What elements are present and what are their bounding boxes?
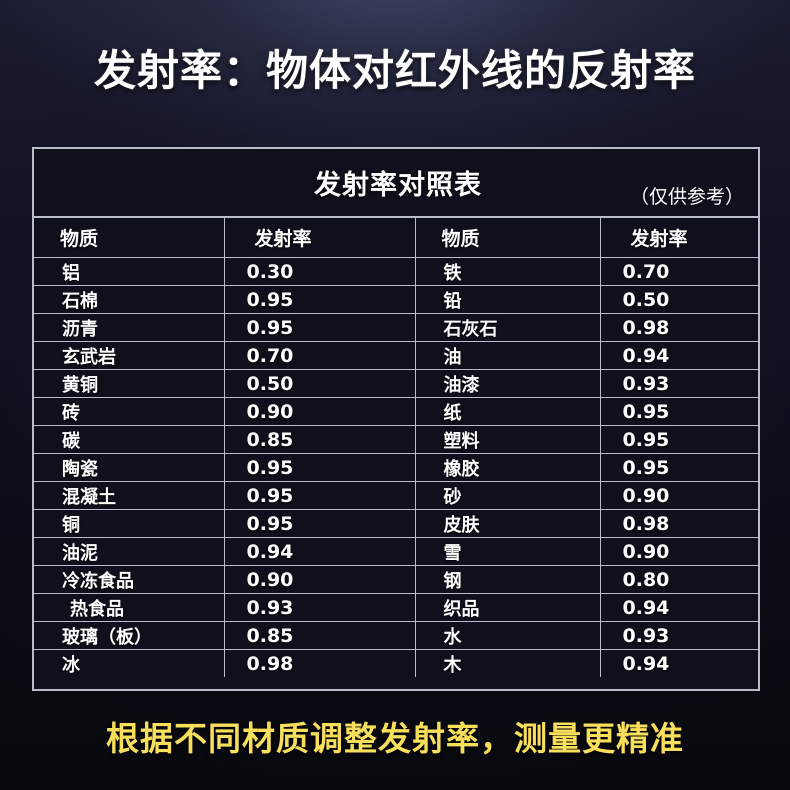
header-emissivity-right: 发射率 — [599, 218, 758, 258]
table-row: 冰 0.98 木 0.94 — [34, 649, 758, 677]
cell-substance-right: 石灰石 — [414, 313, 601, 342]
table-row: 冷冻食品 0.90 钢 0.80 — [34, 565, 758, 594]
table-row: 玄武岩 0.70 油 0.94 — [34, 341, 758, 370]
cell-emissivity-right: 0.95 — [599, 453, 758, 482]
cell-emissivity-right: 0.70 — [599, 257, 758, 286]
cell-substance-right: 木 — [414, 649, 601, 677]
cell-substance-left: 冷冻食品 — [34, 565, 225, 594]
header-emissivity-left: 发射率 — [223, 218, 416, 258]
cell-emissivity-left: 0.85 — [223, 425, 416, 454]
emissivity-table-frame: 发射率对照表 （仅供参考） 物质 发射率 物质 发射率 铝 0.30 铁 0.70 石棉… — [32, 147, 760, 691]
cell-emissivity-left: 0.95 — [223, 313, 416, 342]
table-caption-row: 发射率对照表 （仅供参考） — [34, 149, 758, 218]
cell-emissivity-left: 0.50 — [223, 369, 416, 398]
cell-substance-right: 塑料 — [414, 425, 601, 454]
cell-substance-left: 铜 — [34, 509, 225, 538]
table-reference-note: （仅供参考） — [629, 186, 744, 208]
cell-substance-right: 油漆 — [414, 369, 601, 398]
cell-substance-right: 铁 — [414, 257, 601, 286]
cell-substance-left: 黄铜 — [34, 369, 225, 398]
cell-substance-right: 钢 — [414, 565, 601, 594]
cell-emissivity-right: 0.90 — [599, 537, 758, 566]
table-row: 热食品 0.93 织品 0.94 — [34, 593, 758, 622]
cell-emissivity-right: 0.94 — [599, 341, 758, 370]
cell-emissivity-right: 0.90 — [599, 481, 758, 510]
cell-emissivity-left: 0.30 — [223, 257, 416, 286]
cell-substance-left: 油泥 — [34, 537, 225, 566]
cell-substance-right: 织品 — [414, 593, 601, 622]
cell-substance-right: 铅 — [414, 285, 601, 314]
cell-substance-left: 热食品 — [34, 593, 225, 622]
table-row: 陶瓷 0.95 橡胶 0.95 — [34, 453, 758, 482]
cell-emissivity-right: 0.98 — [599, 313, 758, 342]
table-header-row: 物质 发射率 物质 发射率 — [34, 218, 758, 258]
table-row: 玻璃（板） 0.85 水 0.93 — [34, 621, 758, 650]
cell-substance-left: 混凝土 — [34, 481, 225, 510]
cell-emissivity-left: 0.95 — [223, 509, 416, 538]
cell-emissivity-right: 0.50 — [599, 285, 758, 314]
table-row: 石棉 0.95 铅 0.50 — [34, 285, 758, 314]
table-row: 油泥 0.94 雪 0.90 — [34, 537, 758, 566]
cell-emissivity-left: 0.90 — [223, 397, 416, 426]
cell-emissivity-left: 0.70 — [223, 341, 416, 370]
table-row: 混凝土 0.95 砂 0.90 — [34, 481, 758, 510]
cell-emissivity-right: 0.80 — [599, 565, 758, 594]
cell-emissivity-right: 0.95 — [599, 425, 758, 454]
cell-emissivity-right: 0.95 — [599, 397, 758, 426]
header-substance-right: 物质 — [414, 218, 601, 258]
cell-substance-left: 陶瓷 — [34, 453, 225, 482]
cell-emissivity-left: 0.95 — [223, 285, 416, 314]
table-row: 砖 0.90 纸 0.95 — [34, 397, 758, 426]
cell-substance-right: 纸 — [414, 397, 601, 426]
cell-emissivity-left: 0.93 — [223, 593, 416, 622]
cell-emissivity-left: 0.94 — [223, 537, 416, 566]
cell-substance-right: 皮肤 — [414, 509, 601, 538]
cell-emissivity-left: 0.95 — [223, 453, 416, 482]
cell-substance-right: 砂 — [414, 481, 601, 510]
cell-substance-left: 玻璃（板） — [34, 621, 225, 650]
emissivity-table: 物质 发射率 物质 发射率 铝 0.30 铁 0.70 石棉 0.95 铅 0.50 沥青 0.9… — [34, 218, 758, 677]
cell-emissivity-right: 0.94 — [599, 649, 758, 677]
cell-substance-left: 铝 — [34, 257, 225, 286]
table-row: 黄铜 0.50 油漆 0.93 — [34, 369, 758, 398]
cell-emissivity-left: 0.90 — [223, 565, 416, 594]
cell-emissivity-right: 0.93 — [599, 369, 758, 398]
cell-substance-left: 砖 — [34, 397, 225, 426]
cell-substance-left: 石棉 — [34, 285, 225, 314]
table-title: 发射率对照表 — [314, 170, 482, 201]
cell-substance-right: 水 — [414, 621, 601, 650]
table-row: 铝 0.30 铁 0.70 — [34, 257, 758, 286]
cell-substance-left: 玄武岩 — [34, 341, 225, 370]
cell-emissivity-left: 0.98 — [223, 649, 416, 677]
cell-emissivity-right: 0.94 — [599, 593, 758, 622]
cell-substance-left: 冰 — [34, 649, 225, 677]
cell-emissivity-right: 0.93 — [599, 621, 758, 650]
cell-substance-right: 油 — [414, 341, 601, 370]
table-row: 碳 0.85 塑料 0.95 — [34, 425, 758, 454]
cell-emissivity-left: 0.95 — [223, 481, 416, 510]
table-row: 铜 0.95 皮肤 0.98 — [34, 509, 758, 538]
page-title: 发射率：物体对红外线的反射率 — [93, 46, 696, 95]
cell-substance-left: 碳 — [34, 425, 225, 454]
header-substance-left: 物质 — [34, 218, 225, 258]
cell-emissivity-right: 0.98 — [599, 509, 758, 538]
footer-caption: 根据不同材质调整发射率，测量更精准 — [106, 719, 684, 758]
cell-substance-right: 橡胶 — [414, 453, 601, 482]
cell-substance-right: 雪 — [414, 537, 601, 566]
cell-emissivity-left: 0.85 — [223, 621, 416, 650]
table-row: 沥青 0.95 石灰石 0.98 — [34, 313, 758, 342]
cell-substance-left: 沥青 — [34, 313, 225, 342]
